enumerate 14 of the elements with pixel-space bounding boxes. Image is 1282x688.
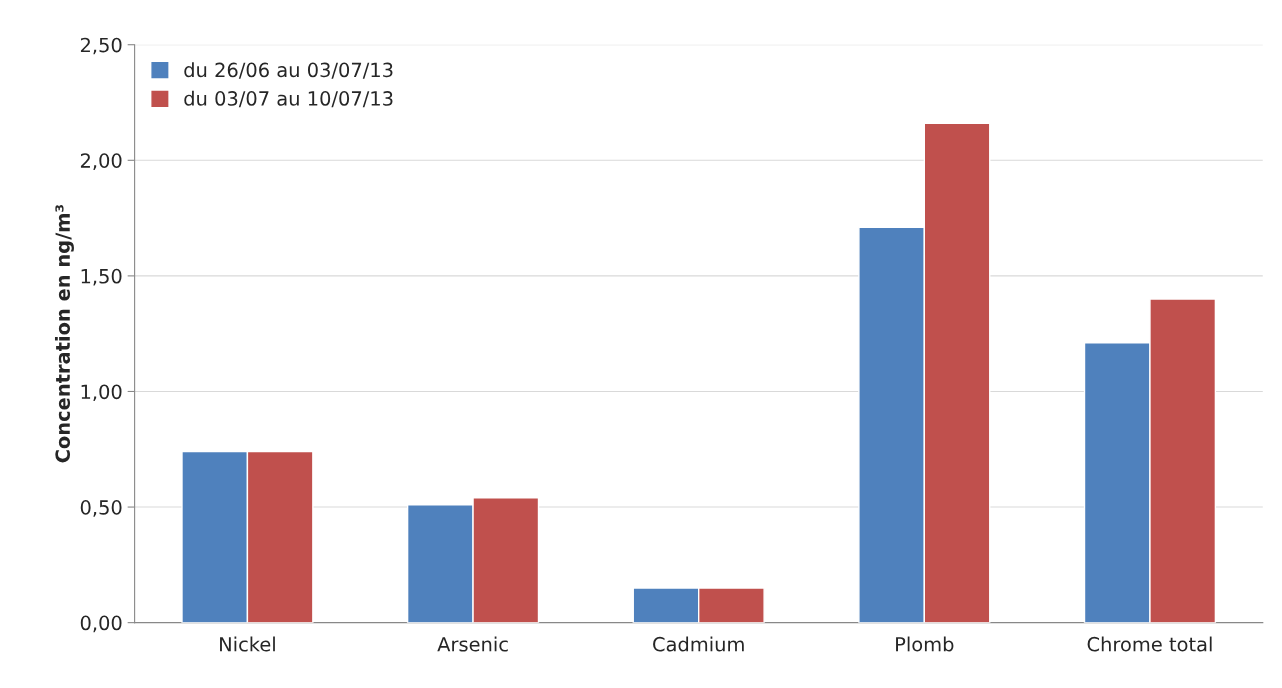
y-tick-label: 0,50 [80,500,122,517]
y-tick-label: 2,50 [80,37,122,55]
y-tick-label: 2,00 [80,153,122,170]
y-tick-label: 1,50 [81,268,122,286]
legend-label: du 26/06 au 03/07/13 [184,62,393,79]
x-tick-label: Cadmium [653,636,744,652]
x-tick-label: Chrome total [1087,636,1212,652]
x-tick-label: Plomb [896,636,954,652]
y-tick-label: 0,00 [80,615,122,633]
legend-label: du 03/07 au 10/07/13 [184,90,393,108]
x-tick-label: Arsenic [437,636,508,652]
y-tick-label: 1,00 [81,384,122,402]
x-tick-label: Nickel [220,636,275,652]
y-axis-title: Concentration en ng/m³ [54,205,74,463]
